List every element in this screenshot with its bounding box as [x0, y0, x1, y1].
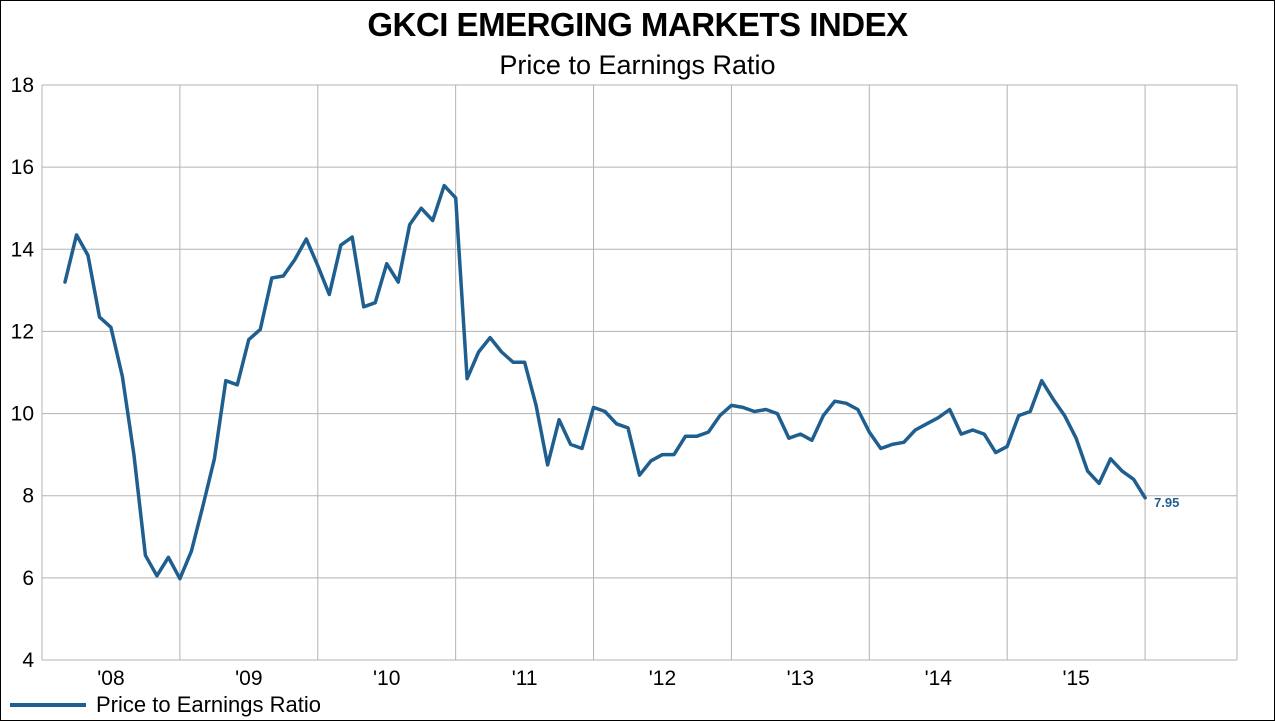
- legend-swatch: [10, 703, 86, 707]
- legend-label: Price to Earnings Ratio: [96, 692, 321, 717]
- y-tick-label: 6: [22, 567, 34, 590]
- x-tick-label: '09: [235, 667, 262, 690]
- y-tick-label: 10: [11, 403, 34, 426]
- chart-title: GKCI EMERGING MARKETS INDEX: [367, 6, 908, 43]
- x-tick-label: '14: [925, 667, 953, 690]
- y-tick-label: 16: [11, 156, 34, 179]
- chart-subtitle: Price to Earnings Ratio: [499, 50, 776, 80]
- legend: Price to Earnings Ratio: [10, 692, 321, 718]
- y-tick-label: 14: [11, 238, 35, 261]
- x-tick-label: '13: [787, 667, 814, 690]
- x-tick-label: '10: [373, 667, 400, 690]
- y-tick-label: 4: [22, 649, 34, 672]
- x-tick-label: '15: [1062, 667, 1089, 690]
- series-line: [63, 183, 1147, 581]
- y-tick-label: 8: [22, 485, 34, 508]
- x-tick-label: '11: [512, 667, 538, 690]
- x-tick-label: '08: [97, 667, 124, 690]
- y-tick-label: 12: [11, 320, 34, 343]
- end-value-label: 7.95: [1154, 495, 1179, 510]
- x-tick-label: '12: [649, 667, 676, 690]
- y-tick-label: 18: [11, 74, 34, 97]
